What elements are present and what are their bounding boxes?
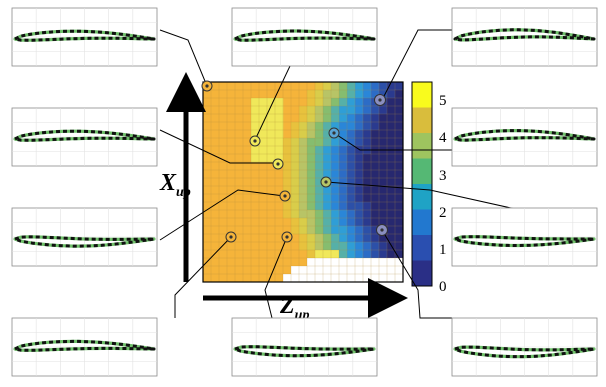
leader-line-6 [159, 189, 285, 241]
airfoil-panel-6 [11, 207, 158, 267]
airfoil-panel-4 [11, 107, 158, 167]
colorbar: 5 4 3 2 1 0 [411, 81, 447, 295]
design-point-1[interactable] [201, 80, 213, 92]
design-point-3[interactable] [374, 94, 386, 106]
design-space-heatmap [202, 81, 404, 283]
design-point-2[interactable] [249, 135, 261, 147]
airfoil-panel-7 [451, 207, 598, 267]
airfoil-panels [11, 7, 598, 377]
leader-line-10 [381, 229, 452, 319]
leader-line-8 [174, 236, 232, 318]
airfoil-panel-3 [451, 7, 598, 67]
design-point-10[interactable] [376, 224, 388, 236]
design-point-8[interactable] [225, 231, 237, 243]
leader-line-5 [333, 132, 452, 151]
heatmap-cells [251, 82, 404, 283]
leader-lines [159, 29, 522, 319]
heatmap-border [202, 81, 404, 283]
colorbar-swatches [412, 82, 432, 287]
design-point-6[interactable] [279, 190, 291, 202]
leader-line-1 [159, 29, 208, 87]
leader-line-9 [264, 236, 288, 319]
design-point-markers [201, 80, 388, 243]
airfoil-panel-9 [231, 317, 378, 377]
airfoil-panel-2 [231, 7, 378, 67]
colorbar-tick-3: 3 [439, 168, 447, 184]
airfoil-panel-1 [11, 7, 158, 67]
design-point-9[interactable] [281, 231, 293, 243]
axis-arrows: Xup Zup [159, 72, 408, 323]
airfoil-panel-5 [451, 107, 598, 167]
colorbar-tick-5: 5 [439, 93, 447, 109]
leader-line-4 [159, 129, 278, 164]
colorbar-border [411, 81, 433, 287]
colorbar-tick-4: 4 [439, 130, 447, 146]
design-point-4[interactable] [272, 158, 284, 170]
colorbar-tick-1: 1 [439, 242, 447, 258]
airfoil-panel-8 [11, 317, 158, 377]
design-point-5[interactable] [328, 127, 340, 139]
leader-line-3 [381, 29, 452, 101]
heatmap-grid [203, 82, 403, 282]
colorbar-tick-2: 2 [439, 205, 447, 221]
airfoil-panel-10 [451, 317, 598, 377]
x-up-label: Xup [159, 170, 191, 200]
colorbar-tick-0: 0 [439, 279, 447, 295]
design-point-7[interactable] [320, 176, 332, 188]
